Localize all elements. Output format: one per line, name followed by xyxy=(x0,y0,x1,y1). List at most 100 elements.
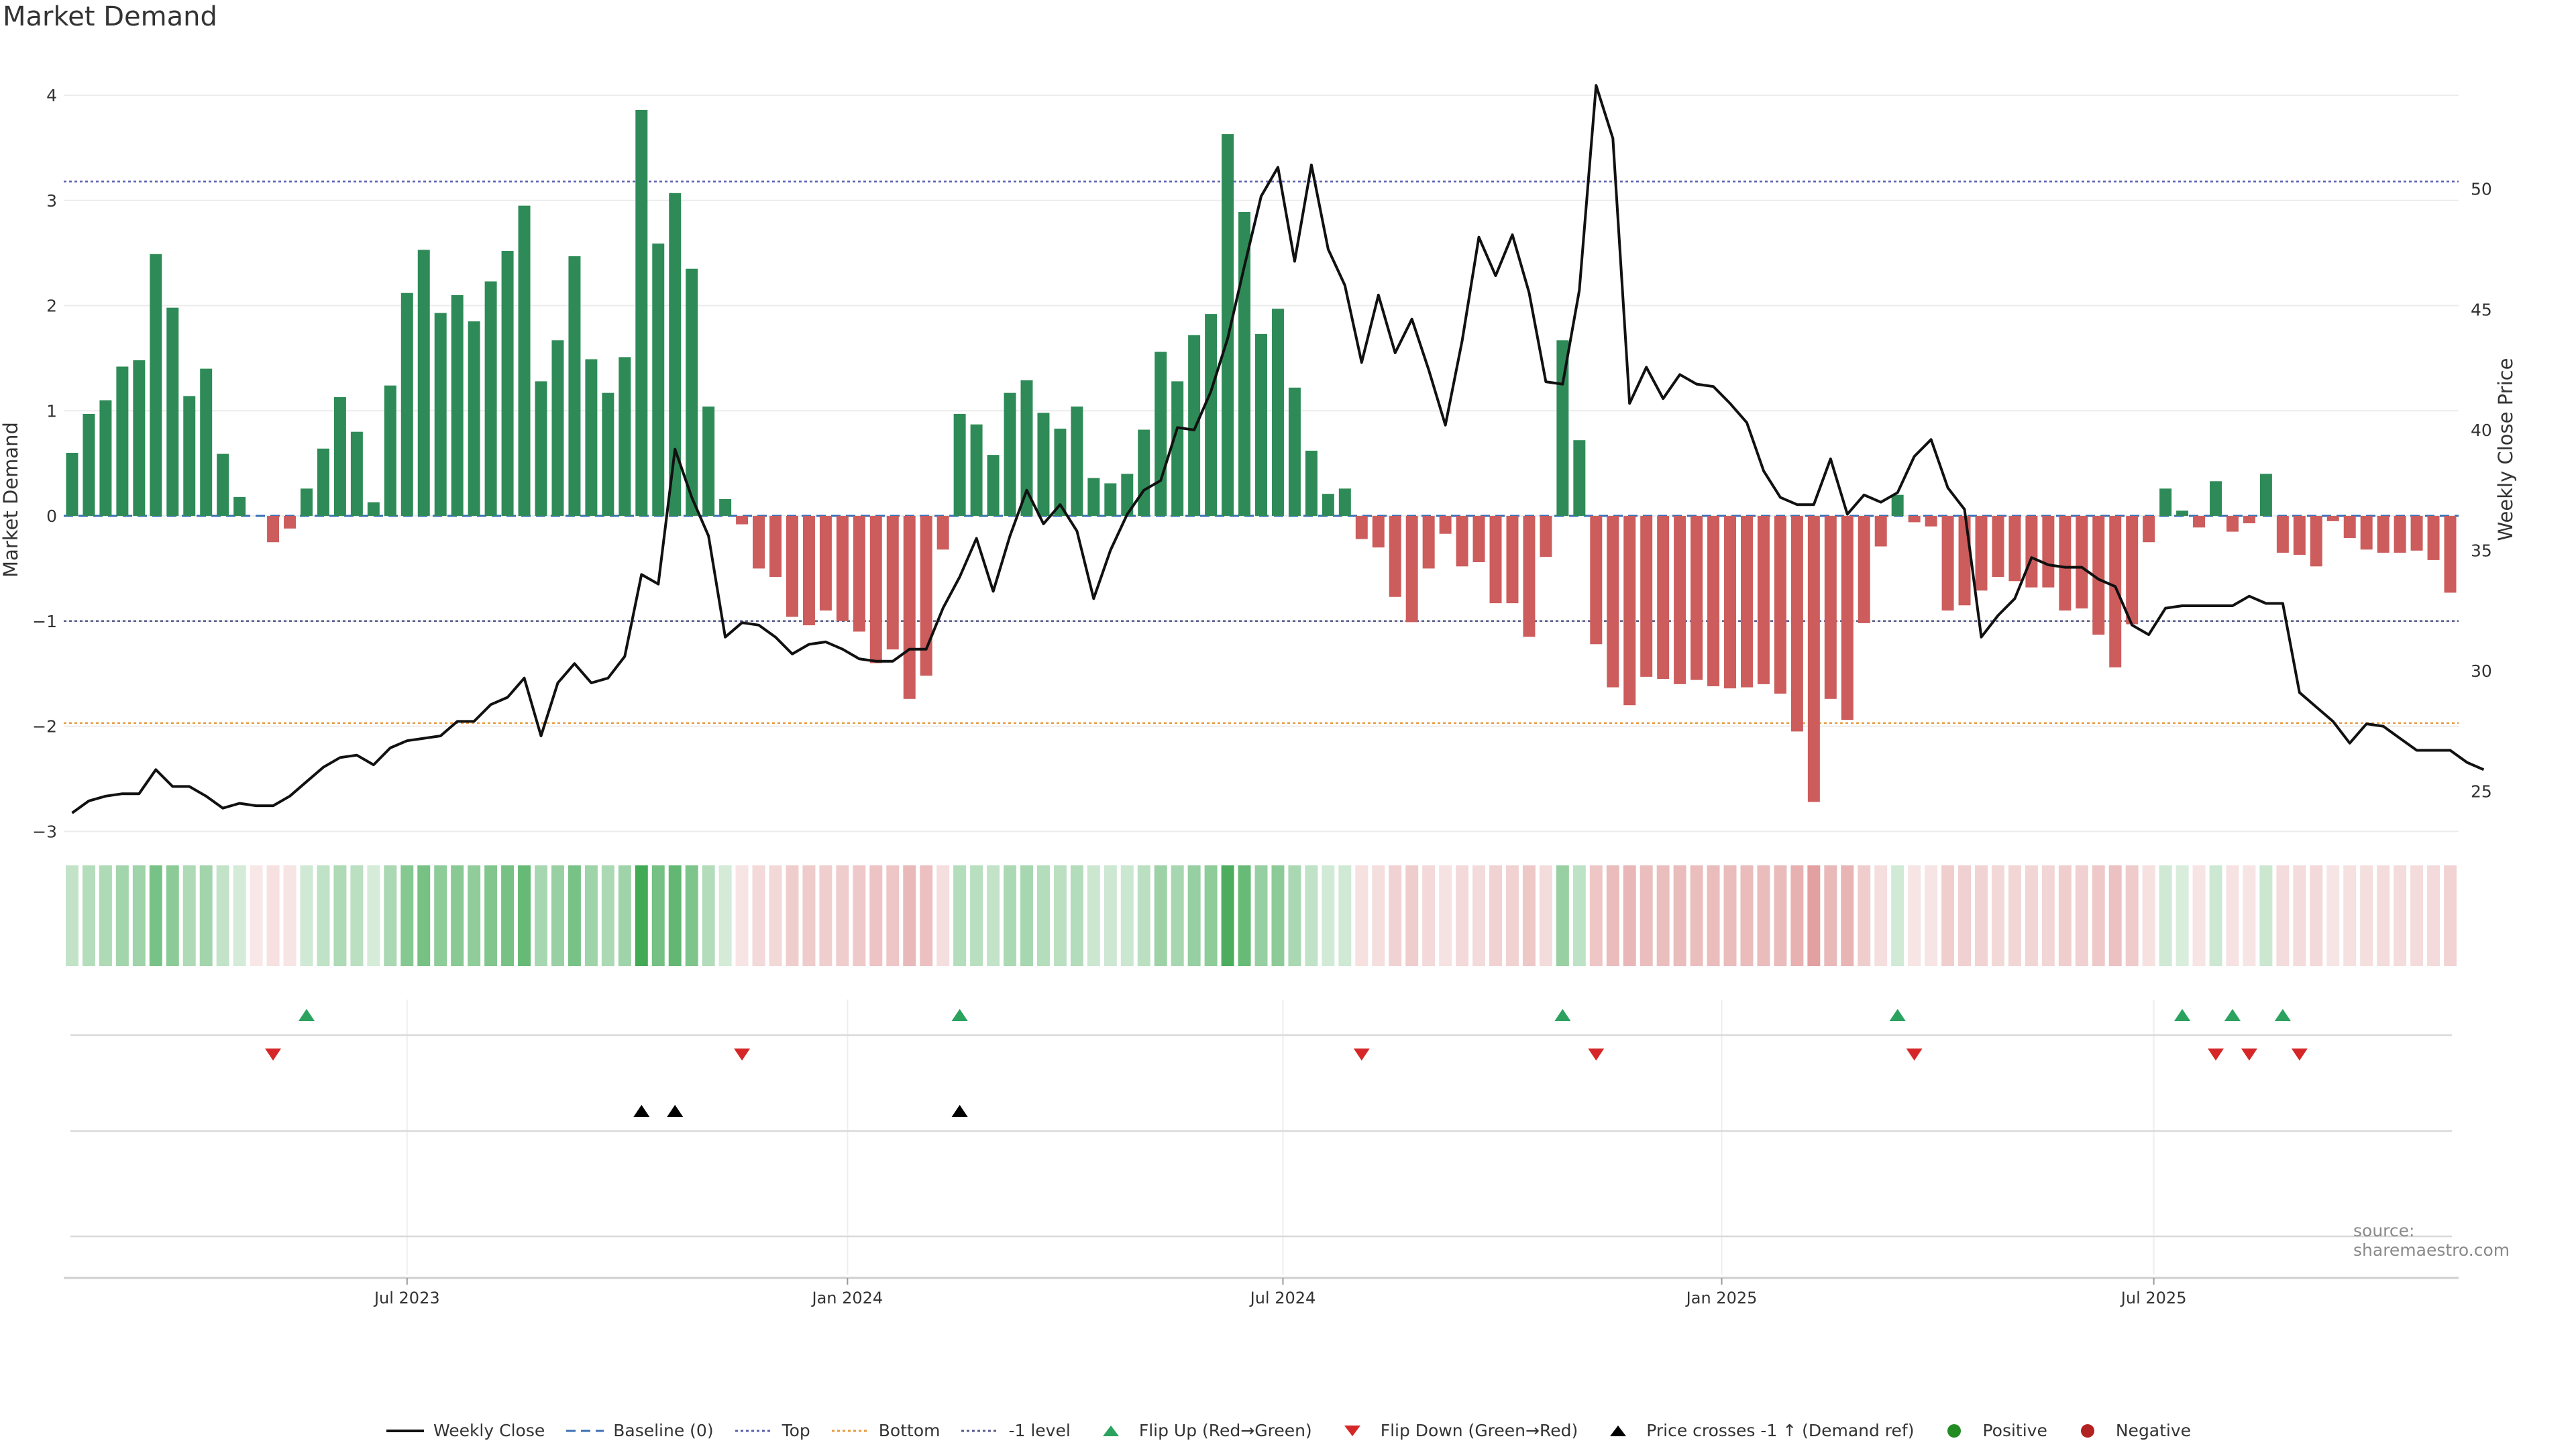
demand-bar xyxy=(1422,516,1435,569)
minus-one-legend-swatch xyxy=(961,1430,1000,1432)
heat-cell xyxy=(618,865,631,966)
heat-cell xyxy=(1004,865,1017,966)
heat-cell xyxy=(735,865,749,966)
heat-cell xyxy=(2159,865,2172,966)
heat-cell xyxy=(115,865,129,966)
top-legend-swatch xyxy=(735,1430,773,1432)
demand-bar xyxy=(367,502,380,517)
heat-cell xyxy=(1472,865,1486,966)
heat-cell xyxy=(1991,865,2004,966)
demand-bar xyxy=(1590,516,1603,645)
demand-bar xyxy=(1958,516,1971,606)
heat-cell xyxy=(2243,865,2256,966)
demand-bar xyxy=(1288,387,1301,517)
demand-bar xyxy=(1992,516,2004,577)
demand-bar xyxy=(1874,516,1887,547)
heat-cell xyxy=(869,865,883,966)
demand-bar xyxy=(2293,516,2306,555)
heat-cell xyxy=(300,865,313,966)
demand-bar xyxy=(150,254,162,517)
demand-bar xyxy=(1121,474,1134,517)
heat-cell xyxy=(2192,865,2206,966)
heat-cell xyxy=(786,865,799,966)
y2-tick-label: 30 xyxy=(2471,661,2492,681)
heat-cell xyxy=(1171,865,1184,966)
heat-cell xyxy=(501,865,515,966)
heat-cell xyxy=(2092,865,2105,966)
heat-cell xyxy=(886,865,900,966)
demand-bar xyxy=(484,281,497,517)
heat-cell xyxy=(1807,865,1821,966)
heat-cell xyxy=(1221,865,1234,966)
heat-cell xyxy=(484,865,498,966)
heat-cell xyxy=(266,865,280,966)
demand-bar xyxy=(970,424,983,517)
flip-down-marker xyxy=(265,1049,282,1061)
heat-cell xyxy=(1656,865,1670,966)
demand-bar xyxy=(1858,516,1870,623)
demand-bar xyxy=(1456,516,1468,567)
demand-bar xyxy=(1238,212,1251,517)
heat-cell xyxy=(1505,865,1519,966)
legend-item-top: Top xyxy=(734,1421,810,1440)
heat-cell xyxy=(702,865,715,966)
demand-bar xyxy=(2126,516,2139,625)
heat-cell xyxy=(668,865,682,966)
demand-bar xyxy=(183,396,196,517)
price-cross-marker xyxy=(951,1105,968,1117)
heat-cell xyxy=(82,865,95,966)
heat-cell xyxy=(1774,865,1787,966)
legend-label: Price crosses -1 ↑ (Demand ref) xyxy=(1646,1421,1915,1440)
demand-bar xyxy=(384,385,396,517)
demand-bar xyxy=(702,407,715,517)
y-tick-label: −2 xyxy=(32,717,57,737)
demand-bar xyxy=(920,516,932,676)
demand-bar xyxy=(1372,516,1385,548)
heat-cell xyxy=(216,865,229,966)
heat-cell xyxy=(1707,865,1720,966)
demand-bar xyxy=(217,453,229,517)
heat-cell xyxy=(182,865,196,966)
heat-cell xyxy=(1405,865,1419,966)
demand-bar xyxy=(317,448,329,517)
demand-bar xyxy=(2343,516,2356,538)
heat-cell xyxy=(2259,865,2273,966)
legend-label: Positive xyxy=(1982,1421,2047,1440)
y-tick-label: 0 xyxy=(46,506,57,526)
demand-bar xyxy=(836,516,849,621)
heat-cell xyxy=(1070,865,1083,966)
heat-cell xyxy=(1137,865,1150,966)
heat-cell xyxy=(819,865,833,966)
demand-bar xyxy=(2193,516,2206,528)
demand-bar xyxy=(284,516,297,529)
heat-cell xyxy=(836,865,849,966)
heat-cell xyxy=(1422,865,1436,966)
flip-down-marker xyxy=(734,1049,751,1061)
demand-bar xyxy=(1757,516,1770,684)
demand-bar xyxy=(2410,516,2423,551)
heat-cell xyxy=(802,865,816,966)
flip-up-marker xyxy=(2224,1009,2241,1021)
demand-bar xyxy=(802,516,815,626)
demand-bar xyxy=(1020,380,1033,517)
heat-cell xyxy=(250,865,263,966)
heat-cell xyxy=(601,865,614,966)
heat-cell xyxy=(1824,865,1837,966)
heat-cell xyxy=(635,865,648,966)
heat-cell xyxy=(1908,865,1921,966)
demand-bar xyxy=(1523,516,1536,637)
demand-bar xyxy=(1138,429,1150,517)
heat-cell xyxy=(551,865,564,966)
demand-bar xyxy=(1724,516,1737,689)
heat-cell xyxy=(1489,865,1502,966)
demand-bar xyxy=(1824,516,1837,699)
legend-label: Top xyxy=(782,1421,810,1440)
heat-cell xyxy=(1187,865,1201,966)
demand-bar xyxy=(501,251,514,517)
price-cross-marker xyxy=(633,1105,650,1117)
demand-bar xyxy=(2159,488,2172,517)
legend-label: Negative xyxy=(2115,1421,2192,1440)
heat-cell xyxy=(1036,865,1050,966)
demand-bar xyxy=(2326,516,2339,521)
